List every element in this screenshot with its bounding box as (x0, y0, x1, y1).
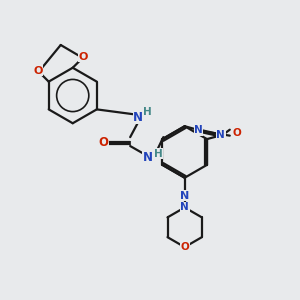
Text: N: N (143, 152, 153, 164)
Text: O: O (232, 128, 241, 138)
Text: N: N (180, 202, 189, 212)
Text: N: N (180, 190, 189, 201)
Text: N: N (194, 125, 203, 135)
Text: N: N (217, 130, 225, 140)
Text: O: O (33, 66, 43, 76)
Text: N: N (133, 111, 143, 124)
Text: H: H (154, 149, 162, 159)
Text: O: O (98, 136, 108, 148)
Text: O: O (180, 242, 189, 252)
Text: H: H (143, 107, 152, 117)
Text: O: O (79, 52, 88, 62)
